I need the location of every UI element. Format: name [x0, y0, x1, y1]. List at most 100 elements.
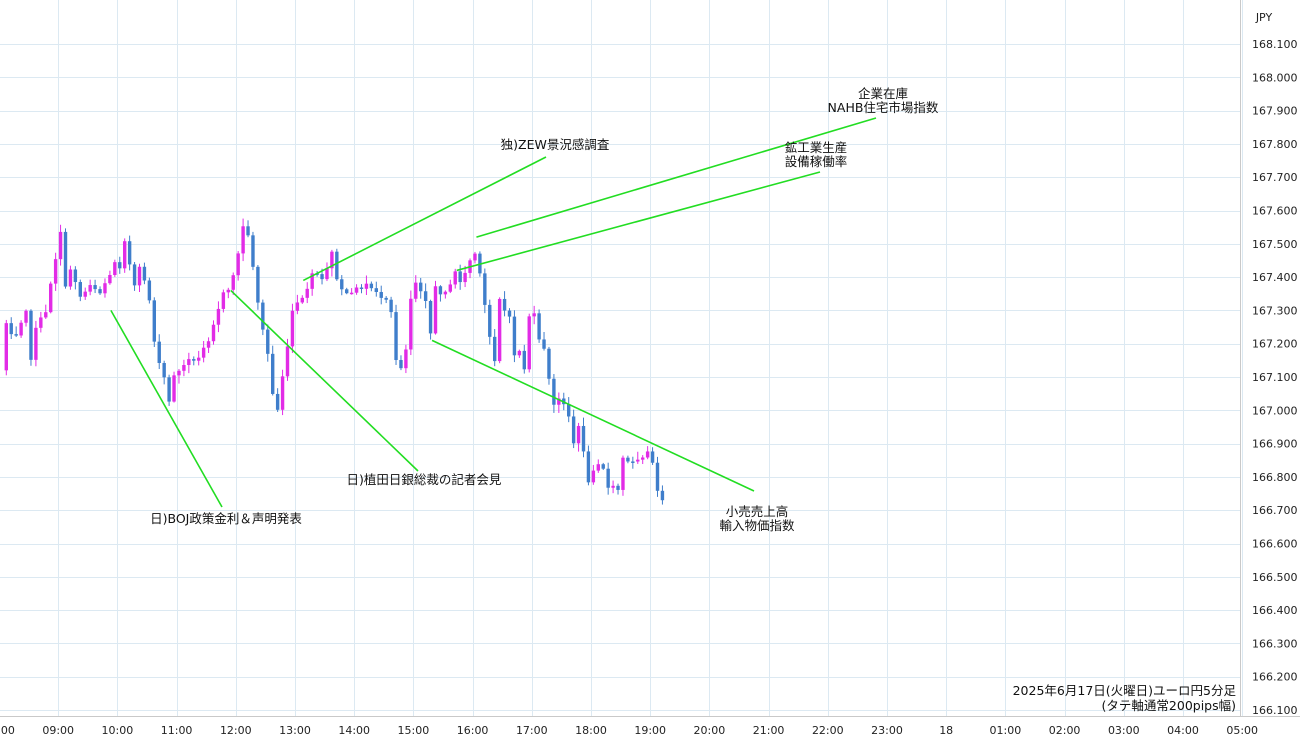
candle-body	[19, 322, 23, 336]
candle-body	[423, 291, 428, 301]
annotation-label: 日)BOJ政策金利＆声明発表	[150, 511, 302, 526]
candle-body	[211, 324, 216, 342]
price-tick-label: 168.000	[1252, 71, 1298, 84]
candles	[4, 218, 665, 505]
candle-body	[192, 359, 196, 361]
candle-body	[433, 286, 438, 334]
candle-body	[29, 310, 33, 360]
candle-body	[226, 289, 230, 293]
candle-body	[108, 274, 112, 284]
candle-body	[616, 485, 620, 490]
candle-body	[63, 231, 68, 287]
candle-body	[123, 241, 127, 269]
price-tick-label: 166.800	[1252, 471, 1298, 484]
candle-body	[586, 451, 591, 483]
candle-body	[58, 231, 63, 260]
candle-body	[448, 284, 452, 292]
candle-body	[221, 292, 226, 309]
candle-body	[354, 287, 359, 293]
candle-body	[201, 347, 206, 358]
candle-body	[611, 485, 615, 488]
price-tick-label: 166.300	[1252, 637, 1298, 650]
time-tick-label: 13:00	[279, 724, 311, 737]
annotation-line	[302, 156, 547, 282]
annotation-label: 鉱工業生産	[785, 140, 848, 155]
price-tick-label: 166.200	[1252, 671, 1298, 684]
candle-body	[295, 302, 300, 311]
candle-body	[517, 350, 522, 356]
time-tick-label: 22:00	[812, 724, 844, 737]
candle-body	[206, 341, 211, 348]
candle-body	[137, 266, 142, 286]
candle-body	[409, 298, 413, 350]
candle-body	[655, 462, 660, 491]
price-axis: 168.100 168.000 167.900 167.800 167.700 167.6…	[1252, 38, 1298, 717]
candle-body	[49, 283, 53, 313]
price-tick-label: 167.800	[1252, 138, 1298, 151]
candle-body	[256, 266, 260, 303]
candle-body	[241, 226, 245, 254]
candle-body	[557, 398, 561, 405]
candle-body	[419, 282, 423, 292]
annotation-label: 設備稼働率	[785, 154, 848, 169]
candle-body	[547, 348, 551, 379]
candle-body	[458, 271, 462, 283]
candle-body	[266, 329, 270, 354]
candle-body	[369, 283, 374, 289]
time-tick-label: 14:00	[338, 724, 370, 737]
candle-body	[364, 283, 369, 289]
price-tick-label: 167.700	[1252, 171, 1298, 184]
annotation-line	[431, 339, 755, 492]
time-tick-label: 15:00	[398, 724, 430, 737]
candle-body	[118, 262, 122, 269]
annotation-line	[456, 171, 821, 272]
candle-body	[261, 302, 265, 330]
candle-body	[280, 376, 285, 410]
candle-body	[601, 464, 605, 469]
time-tick-label: 08:00	[0, 724, 15, 737]
candle-body	[389, 299, 393, 313]
candle-body	[246, 226, 250, 236]
price-tick-label: 167.000	[1252, 404, 1298, 417]
candle-body	[493, 336, 497, 362]
candle-body	[483, 273, 487, 305]
candle-body	[127, 241, 132, 265]
candle-body	[197, 357, 201, 361]
candle-body	[182, 365, 186, 371]
annotation-label: 小売売上高	[726, 504, 789, 519]
candle-body	[591, 470, 596, 483]
candle-body	[132, 264, 137, 286]
time-tick-label: 17:00	[516, 724, 548, 737]
annotation-line	[476, 117, 877, 238]
time-tick-label: 09:00	[42, 724, 74, 737]
candle-body	[44, 312, 48, 318]
candle-body	[552, 378, 556, 405]
candle-body	[340, 279, 344, 290]
candle-body	[271, 353, 275, 394]
candle-body	[621, 457, 625, 490]
candle-body	[537, 313, 541, 340]
candle-body	[438, 286, 443, 295]
candle-body	[576, 425, 581, 444]
annotation-line	[110, 310, 223, 508]
candle-body	[345, 289, 349, 294]
candle-body	[310, 273, 314, 289]
candle-body	[631, 461, 635, 463]
candle-body	[34, 327, 38, 360]
candle-body	[320, 274, 324, 280]
candle-body	[502, 298, 507, 311]
candle-body	[300, 297, 304, 303]
candle-body	[167, 377, 171, 402]
candle-body	[428, 300, 433, 334]
time-tick-label: 05:00	[1226, 724, 1258, 737]
candle-body	[641, 457, 645, 460]
candle-body	[147, 280, 152, 301]
candle-body	[172, 375, 176, 402]
candle-body	[384, 297, 388, 300]
price-tick-label: 166.100	[1252, 704, 1298, 717]
candle-body	[325, 268, 329, 280]
time-tick-label: 12:00	[220, 724, 252, 737]
currency-label-box	[1244, 4, 1282, 29]
candle-body	[527, 316, 531, 370]
